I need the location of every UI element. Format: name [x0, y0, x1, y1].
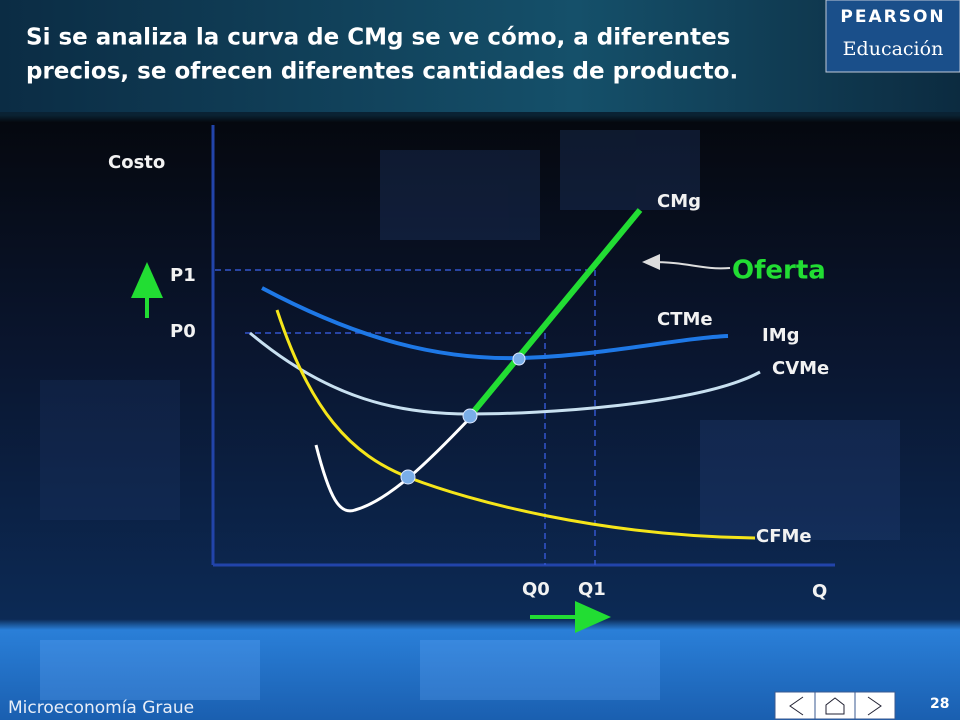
nav-next[interactable] [854, 691, 896, 720]
cmg-curve [314, 217, 637, 513]
logo-top: PEARSON [840, 7, 945, 27]
curve-label: CMg [657, 191, 701, 212]
title-line: Si se analiza la curva de CMg se ve cómo… [26, 25, 730, 51]
logo-bottom: Educación [843, 38, 944, 60]
supply-line [467, 208, 643, 418]
guides [215, 269, 596, 565]
nav-prev[interactable] [774, 691, 816, 720]
intersections [400, 352, 526, 485]
x-axis-label: Q [812, 581, 827, 602]
footer-brand: Microeconomía Graue [8, 698, 194, 718]
curve-label: CTMe [657, 309, 713, 330]
supply-label: Oferta [732, 256, 826, 286]
y-axis-label: Costo [108, 152, 165, 173]
cubes [40, 130, 900, 700]
price-label: P1 [170, 265, 196, 286]
cfme-curve [275, 309, 756, 540]
nav-home[interactable] [814, 691, 856, 720]
logo [825, 0, 960, 73]
curve-label: CVMe [772, 358, 829, 379]
curve-label: CFMe [756, 526, 812, 547]
nav [774, 691, 896, 720]
curve-label: IMg [762, 325, 800, 346]
supply-pointer [642, 254, 731, 271]
page-number: 28 [930, 696, 949, 712]
title-line: precios, se ofrecen diferentes cantidade… [26, 59, 738, 85]
quantity-label: Q0 [522, 579, 550, 600]
price-label: P0 [170, 321, 196, 342]
title-band [0, 0, 960, 112]
quantity-label: Q1 [578, 579, 606, 600]
